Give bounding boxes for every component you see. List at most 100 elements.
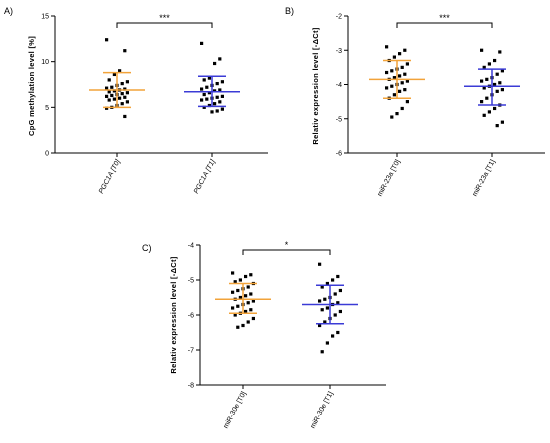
data-point bbox=[107, 98, 111, 102]
significance-bracket bbox=[396, 22, 493, 28]
data-point bbox=[498, 81, 502, 85]
y-tick-label: -5 bbox=[188, 278, 194, 285]
data-point bbox=[218, 88, 222, 92]
y-tick-label: 10 bbox=[41, 59, 49, 66]
y-tick-label: -3 bbox=[336, 48, 342, 55]
chart-panel-1: A) 0 5 10 15 CpG methylation level [%] PGC1A [… bbox=[4, 6, 268, 195]
y-axis-label: Relativ expression level [-ΔCt] bbox=[311, 27, 320, 144]
data-point bbox=[392, 93, 396, 97]
data-point bbox=[385, 70, 389, 75]
data-point bbox=[202, 105, 206, 109]
data-point bbox=[493, 82, 497, 87]
data-point bbox=[207, 91, 211, 95]
data-point bbox=[246, 301, 250, 305]
data-point bbox=[385, 86, 389, 90]
data-point bbox=[251, 299, 255, 303]
data-point bbox=[105, 38, 109, 42]
data-point bbox=[123, 114, 127, 119]
data-point bbox=[325, 306, 329, 310]
data-point bbox=[107, 90, 111, 94]
data-point bbox=[249, 308, 253, 312]
y-tick-label: -6 bbox=[188, 313, 194, 320]
data-point bbox=[323, 297, 327, 301]
data-point bbox=[500, 120, 504, 124]
data-point bbox=[320, 285, 324, 289]
data-point bbox=[320, 308, 324, 312]
data-point bbox=[487, 110, 491, 114]
data-point bbox=[107, 78, 111, 82]
y-tick-label: 15 bbox=[41, 14, 49, 21]
data-point bbox=[244, 309, 248, 314]
data-point bbox=[495, 124, 499, 128]
x-category-label: miR-23a [T0] bbox=[377, 159, 402, 198]
data-point bbox=[215, 81, 219, 86]
data-point bbox=[110, 85, 114, 89]
y-tick-label: -2 bbox=[336, 14, 342, 21]
data-point bbox=[336, 330, 340, 335]
series-1 bbox=[215, 271, 271, 329]
significance-label: *** bbox=[159, 13, 170, 23]
data-point bbox=[392, 55, 396, 59]
x-category-label: miR-30e [T0] bbox=[223, 391, 248, 430]
data-point bbox=[323, 320, 327, 324]
data-point bbox=[249, 273, 253, 277]
data-point bbox=[495, 72, 499, 76]
data-point bbox=[331, 334, 335, 338]
series-2 bbox=[184, 41, 240, 114]
data-point bbox=[392, 76, 396, 80]
data-point bbox=[495, 89, 499, 93]
data-point bbox=[105, 86, 109, 90]
data-point bbox=[482, 86, 486, 90]
data-point bbox=[395, 112, 399, 116]
data-point bbox=[112, 97, 116, 101]
data-point bbox=[220, 94, 224, 98]
chart-panel-3: C) -4 -5 -6 -7 -8 Relativ expression level [-Δ… bbox=[142, 240, 386, 430]
panel-label: A) bbox=[4, 6, 13, 16]
series-1 bbox=[369, 45, 425, 119]
y-axis-label: Relativ expression level [-ΔCt] bbox=[169, 256, 178, 373]
significance-bracket bbox=[242, 249, 331, 255]
data-point bbox=[202, 92, 206, 97]
data-point bbox=[244, 274, 248, 279]
data-point bbox=[480, 100, 484, 104]
data-point bbox=[218, 100, 222, 104]
data-point bbox=[233, 280, 237, 284]
data-point bbox=[390, 115, 394, 119]
data-point bbox=[218, 57, 222, 61]
data-point bbox=[320, 350, 324, 354]
data-point bbox=[120, 81, 124, 86]
data-point bbox=[123, 49, 127, 53]
data-point bbox=[325, 281, 329, 286]
data-point bbox=[325, 341, 329, 345]
data-point bbox=[336, 274, 340, 279]
data-point bbox=[405, 79, 409, 83]
data-point bbox=[493, 106, 497, 111]
data-point bbox=[480, 79, 484, 83]
data-point bbox=[205, 85, 209, 89]
data-point bbox=[125, 80, 129, 84]
chart-panel-2: B) -2 -3 -4 -5 -6 Relativ expression level [-Δ… bbox=[285, 6, 545, 198]
data-point bbox=[390, 69, 394, 73]
data-point bbox=[482, 65, 486, 69]
data-point bbox=[251, 316, 255, 321]
data-point bbox=[244, 294, 248, 298]
data-point bbox=[338, 309, 342, 314]
data-point bbox=[213, 89, 217, 93]
data-point bbox=[120, 92, 124, 96]
x-category-label: miR-23a [T1] bbox=[472, 159, 497, 198]
data-point bbox=[246, 320, 250, 324]
data-point bbox=[238, 278, 242, 282]
data-point bbox=[231, 306, 235, 310]
data-point bbox=[398, 52, 402, 56]
data-point bbox=[215, 95, 219, 99]
data-point bbox=[403, 88, 407, 92]
data-point bbox=[398, 89, 402, 93]
data-point bbox=[249, 292, 253, 296]
y-tick-label: -6 bbox=[336, 151, 342, 158]
data-point bbox=[500, 88, 504, 92]
significance-label: *** bbox=[439, 13, 450, 23]
data-point bbox=[215, 109, 219, 113]
data-point bbox=[120, 102, 124, 106]
data-point bbox=[112, 89, 116, 93]
data-point bbox=[105, 94, 109, 98]
